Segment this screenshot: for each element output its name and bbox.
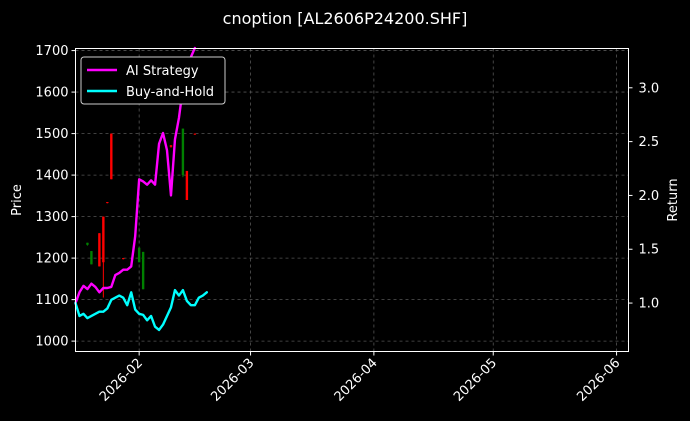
y-tick-label: 1500 — [35, 127, 68, 142]
y-tick-label: 1700 — [35, 44, 68, 59]
candle-body — [185, 170, 189, 200]
candle-body — [181, 128, 185, 176]
y2-tick-label: 2.0 — [639, 189, 660, 204]
candle-body — [102, 216, 105, 263]
y2-tick-label: 1.0 — [639, 297, 660, 312]
y-tick-label: 1600 — [35, 86, 68, 101]
y-tick-label: 1200 — [35, 252, 68, 267]
candle-body — [141, 251, 145, 290]
y-tick-label: 1400 — [35, 169, 68, 184]
y-tick-label: 1000 — [35, 335, 68, 350]
y2-tick-label: 3.0 — [639, 81, 660, 96]
series-line-ai-strategy — [74, 46, 197, 305]
y2-tick-label: 1.5 — [639, 243, 660, 258]
y2-tick-label: 2.5 — [639, 135, 660, 150]
y2-axis-title: Return — [666, 178, 681, 221]
grid — [75, 48, 629, 352]
candle-body — [193, 133, 197, 135]
series-lines — [74, 46, 208, 332]
legend: AI Strategy Buy-and-Hold — [80, 56, 226, 105]
candle-body — [137, 247, 141, 263]
legend-label-buy-and-hold: Buy-and-Hold — [126, 85, 214, 100]
series-line-buy-and-hold — [74, 288, 208, 332]
candle-body — [86, 242, 89, 245]
plot-frame — [75, 48, 629, 352]
candle-body — [90, 251, 93, 265]
candle-body — [110, 133, 113, 180]
candle-body — [98, 233, 101, 267]
chart-title: cnoption [AL2606P24200.SHF] — [223, 9, 468, 28]
y-axis-title: Price — [10, 184, 25, 216]
candle-body — [122, 258, 125, 260]
legend-label-ai-strategy: AI Strategy — [126, 64, 199, 79]
candles — [86, 128, 197, 298]
y-tick-label: 1300 — [35, 210, 68, 225]
candle-body — [106, 202, 109, 204]
y-tick-label: 1100 — [35, 293, 68, 308]
candle-body — [169, 145, 173, 147]
